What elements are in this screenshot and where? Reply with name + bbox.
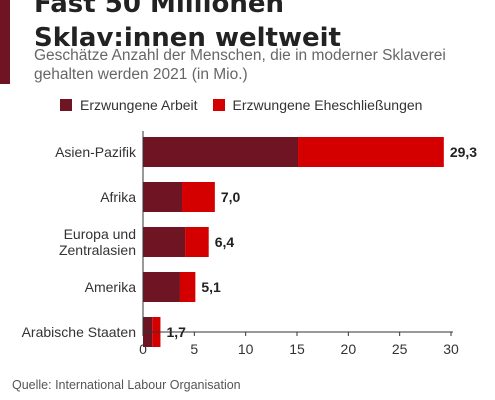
chart-title: Fast 50 Millionen Sklav:innen weltweit (34, 0, 341, 55)
legend: Erzwungene Arbeit Erzwungene Eheschließu… (60, 97, 437, 113)
total-label-3: 5,1 (201, 279, 221, 295)
x-tick-label-1: 5 (190, 341, 198, 357)
total-label-2: 6,4 (215, 234, 235, 250)
legend-swatch-forced-labour (60, 99, 72, 111)
stacked-bar-chart: 29,3 Asien-Pazifik 7,0 Afrika 6,4 Europa undZ… (22, 131, 477, 357)
bar-forced-marriage-3 (179, 272, 196, 302)
x-tick-label-5: 25 (392, 341, 408, 357)
category-label-3-0: Amerika (85, 279, 137, 295)
title-line-2: Sklav:innen weltweit (34, 23, 341, 53)
bar-forced-marriage-1 (182, 182, 215, 212)
source-note: Quelle: International Labour Organisatio… (12, 378, 241, 392)
bar-forced-marriage-0 (298, 137, 444, 167)
x-tick-label-2: 10 (238, 341, 254, 357)
bar-forced-marriage-2 (185, 227, 209, 257)
total-label-1: 7,0 (221, 189, 241, 205)
legend-swatch-forced-marriage (212, 99, 225, 111)
bar-forced-labour-0 (143, 137, 299, 167)
legend-label-forced-labour: Erzwungene Arbeit (80, 97, 198, 113)
total-label-0: 29,3 (450, 144, 477, 160)
legend-label-forced-marriage: Erzwungene Eheschließungen (232, 97, 423, 113)
bar-forced-labour-2 (143, 227, 186, 257)
category-label-1-0: Afrika (100, 189, 136, 205)
legend-item-forced-labour: Erzwungene Arbeit (60, 97, 198, 113)
title-line-1: Fast 50 Millionen (34, 0, 285, 19)
category-label-0-0: Asien-Pazifik (55, 144, 137, 160)
x-tick-label-3: 15 (289, 341, 305, 357)
legend-item-forced-marriage: Erzwungene Eheschließungen (212, 97, 423, 113)
chart-subtitle: Geschätze Anzahl der Menschen, die in mo… (34, 47, 446, 83)
x-tick-label-6: 30 (443, 341, 459, 357)
bar-forced-labour-1 (143, 182, 183, 212)
category-label-2-1: Zentralasien (59, 242, 136, 258)
category-label-2-0: Europa und (64, 226, 136, 242)
bar-forced-labour-3 (143, 272, 180, 302)
category-label-4-0: Arabische Staaten (22, 324, 136, 340)
x-tick-label-0: 0 (139, 341, 147, 357)
x-tick-label-4: 20 (341, 341, 357, 357)
title-accent-bar (0, 0, 10, 84)
